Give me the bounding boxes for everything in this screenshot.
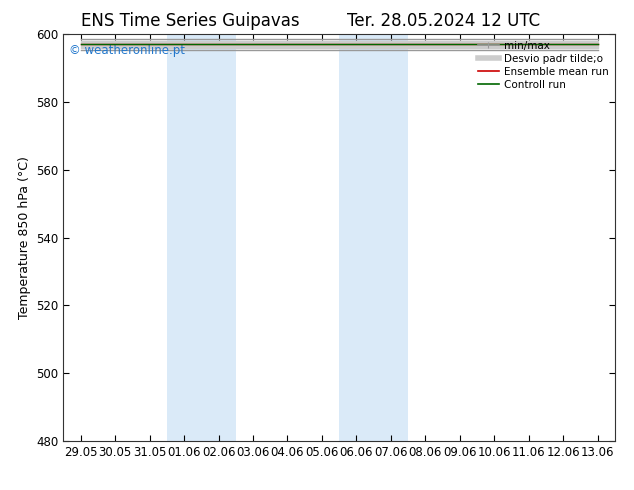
Bar — [167, 34, 236, 441]
Legend: min/max, Desvio padr tilde;o, Ensemble mean run, Controll run: min/max, Desvio padr tilde;o, Ensemble m… — [474, 36, 613, 94]
Bar — [339, 34, 408, 441]
Text: © weatheronline.pt: © weatheronline.pt — [69, 45, 185, 57]
Text: Ter. 28.05.2024 12 UTC: Ter. 28.05.2024 12 UTC — [347, 12, 540, 30]
Text: ENS Time Series Guipavas: ENS Time Series Guipavas — [81, 12, 299, 30]
Y-axis label: Temperature 850 hPa (°C): Temperature 850 hPa (°C) — [18, 156, 30, 319]
